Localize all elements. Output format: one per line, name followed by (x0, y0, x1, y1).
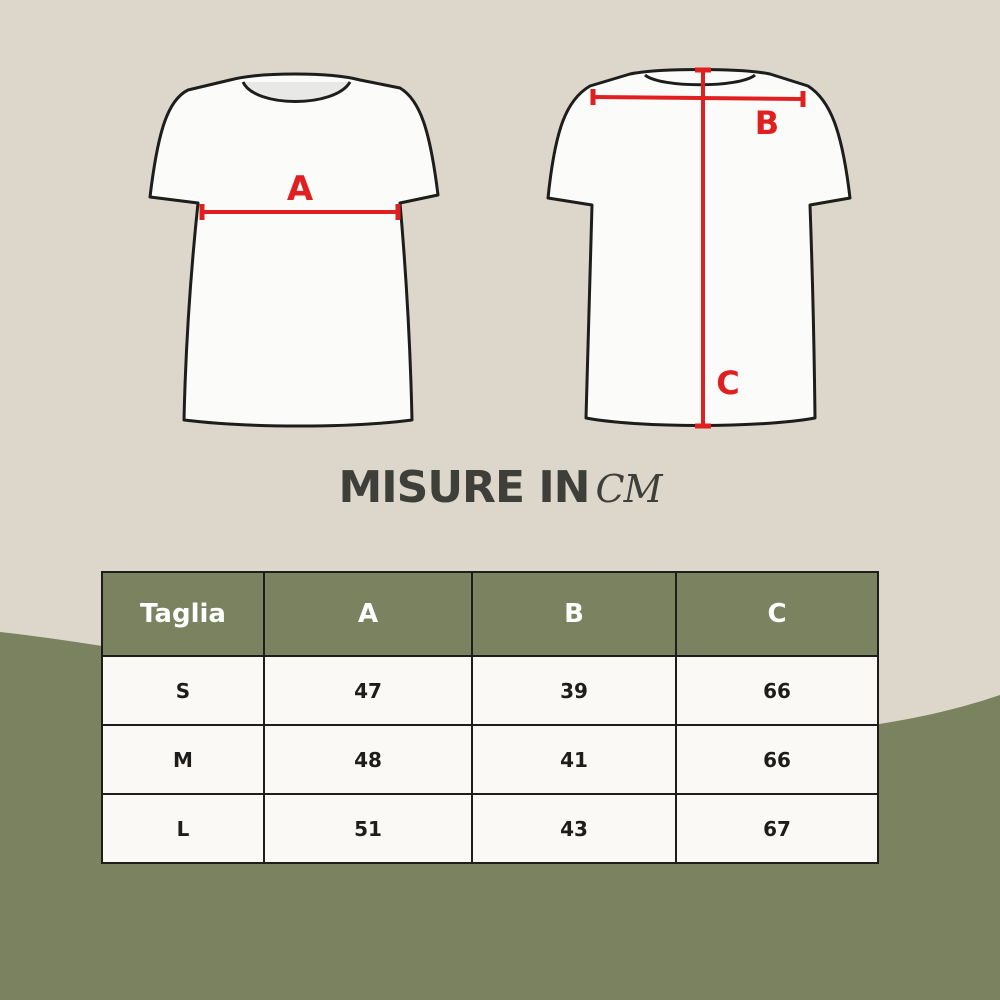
front-shirt-illustration: A (148, 72, 440, 428)
cell-b: 41 (471, 724, 677, 795)
cell-size: L (101, 793, 265, 864)
table-row: M 48 41 66 (101, 724, 879, 795)
title-unit: CM (595, 467, 663, 511)
header-b: B (471, 571, 677, 657)
table-row: L 51 43 67 (101, 793, 879, 864)
cell-a: 48 (263, 724, 473, 795)
cell-c: 67 (675, 793, 879, 864)
back-shirt-illustration: B C (546, 67, 852, 429)
size-table: Taglia A B C S 47 39 66 M 48 41 66 L 51 … (101, 571, 879, 864)
table-row: S 47 39 66 (101, 655, 879, 726)
back-label-c: C (716, 364, 739, 402)
header-size: Taglia (101, 571, 265, 657)
back-label-b: B (755, 104, 779, 142)
page-title: MISURE IN CM (0, 462, 1000, 513)
cell-size: M (101, 724, 265, 795)
cell-c: 66 (675, 724, 879, 795)
cell-b: 39 (471, 655, 677, 726)
title-text: MISURE IN (338, 462, 590, 513)
cell-c: 66 (675, 655, 879, 726)
cell-b: 43 (471, 793, 677, 864)
cell-a: 51 (263, 793, 473, 864)
header-c: C (675, 571, 879, 657)
cell-a: 47 (263, 655, 473, 726)
table-header-row: Taglia A B C (101, 571, 879, 657)
header-a: A (263, 571, 473, 657)
cell-size: S (101, 655, 265, 726)
front-label-a: A (287, 169, 314, 209)
